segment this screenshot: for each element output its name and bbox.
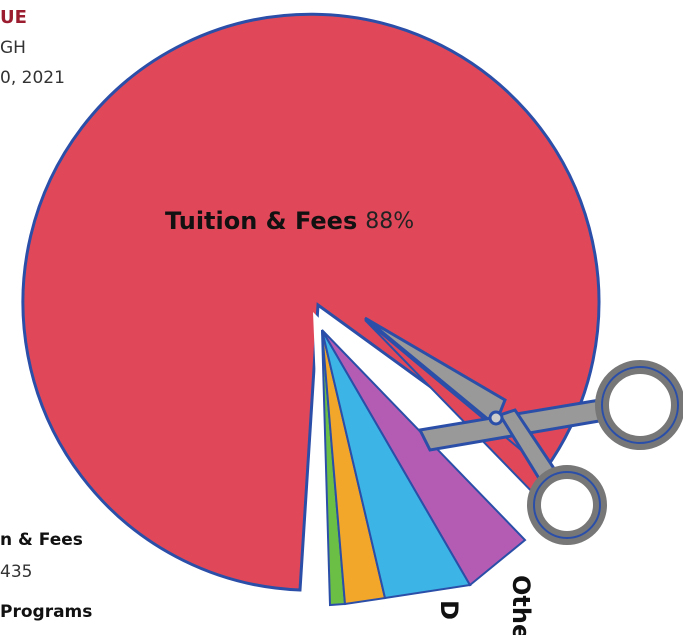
- legend-value: 435: [0, 562, 32, 582]
- legend-name: Programs: [0, 602, 92, 622]
- legend-name: n & Fees: [0, 530, 83, 550]
- scissors: [364, 316, 683, 545]
- slice-label: Othe: [507, 575, 535, 635]
- slice-label: D: [435, 600, 463, 620]
- header-line: 0, 2021: [0, 68, 65, 88]
- header-line: GH: [0, 38, 26, 58]
- header-title: UE: [0, 7, 27, 28]
- pie-label-share: 88%: [365, 209, 414, 234]
- pie-label: Tuition & Fees 88%: [165, 207, 414, 235]
- pie-label-name: Tuition & Fees: [165, 207, 357, 235]
- pie-main: [21, 12, 601, 592]
